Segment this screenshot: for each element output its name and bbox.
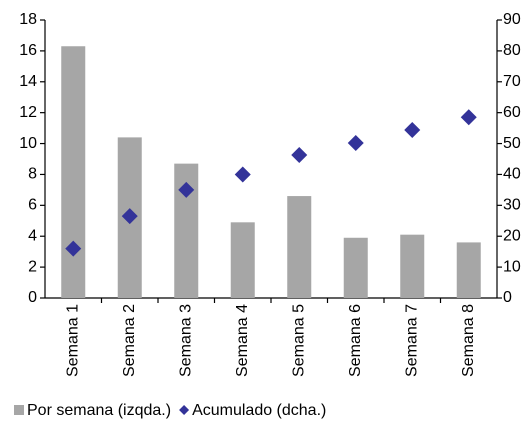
x-tick-label: Semana 8 <box>460 304 477 377</box>
x-tick-label: Semana 3 <box>177 304 194 377</box>
diamond-marker <box>65 240 82 257</box>
bar <box>343 237 368 298</box>
bar <box>456 242 481 298</box>
diamond-marker <box>121 208 138 225</box>
legend-label: Acumulado (dcha.) <box>192 402 326 419</box>
diamond-marker <box>460 109 477 126</box>
y-tick-label: 10 <box>19 135 37 152</box>
diamond-marker <box>404 121 421 138</box>
y-tick-label: 16 <box>19 42 37 59</box>
y2-tick-label: 80 <box>503 42 521 59</box>
y2-tick-label: 90 <box>503 11 521 28</box>
bar <box>230 222 255 298</box>
y2-tick-label: 0 <box>503 289 512 306</box>
x-tick-label: Semana 2 <box>121 304 138 377</box>
x-tick-label: Semana 4 <box>234 304 251 377</box>
y2-tick-label: 30 <box>503 197 521 214</box>
diamond-marker <box>234 166 251 183</box>
diamond-marker <box>347 134 364 151</box>
y-tick-label: 12 <box>19 104 37 121</box>
x-tick-label: Semana 5 <box>290 304 307 377</box>
bar <box>287 196 312 298</box>
y2-tick-label: 60 <box>503 104 521 121</box>
y-tick-label: 14 <box>19 73 37 90</box>
legend-marker <box>14 405 24 415</box>
y2-tick-label: 10 <box>503 258 521 275</box>
y2-tick-label: 70 <box>503 73 521 90</box>
x-tick-label: Semana 7 <box>403 304 420 377</box>
y-tick-label: 4 <box>28 227 37 244</box>
y-tick-label: 8 <box>28 166 37 183</box>
x-tick-label: Semana 1 <box>64 304 81 377</box>
diamond-marker <box>291 146 308 163</box>
y2-tick-label: 50 <box>503 135 521 152</box>
diamond-marker <box>178 181 195 198</box>
x-tick-label: Semana 6 <box>347 304 364 377</box>
legend-marker <box>179 405 190 415</box>
y2-tick-label: 20 <box>503 227 521 244</box>
legend-label: Por semana (izqda.) <box>27 402 171 419</box>
bar <box>61 46 86 298</box>
y2-tick-label: 40 <box>503 166 521 183</box>
y-tick-label: 0 <box>28 289 37 306</box>
y-tick-label: 18 <box>19 11 37 28</box>
y-tick-label: 6 <box>28 197 37 214</box>
bar <box>400 234 425 298</box>
y-tick-label: 2 <box>28 258 37 275</box>
